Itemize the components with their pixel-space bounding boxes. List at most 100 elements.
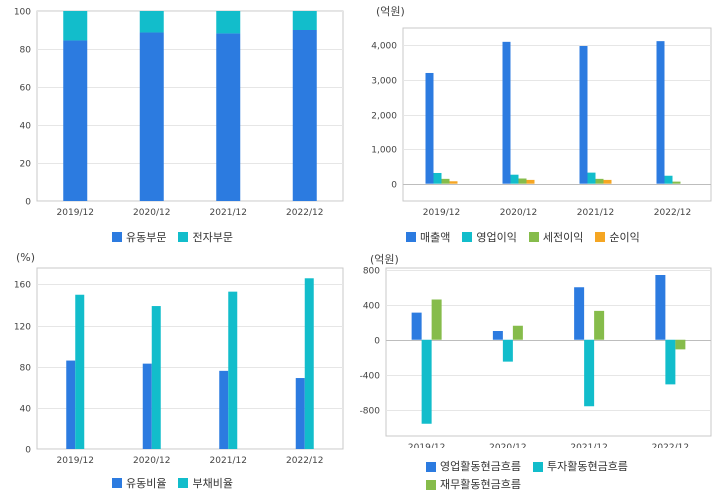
plot-area (402, 27, 712, 202)
bar (656, 41, 665, 184)
x-tick-label: 2021/12 (210, 208, 247, 218)
bar (574, 287, 585, 340)
legend-label: 부채비율 (192, 477, 233, 490)
legend-label: 영업활동현금흐름 (440, 460, 521, 473)
chart-4-svg: -800 -400 0 400 800 2019/12 2020/12 2021/12 2022… (360, 267, 712, 453)
legend-label: 세전이익 (542, 231, 584, 244)
bar (216, 11, 241, 34)
y-tick-label: 120 (14, 323, 31, 333)
chart-1-svg: 0 20 40 60 80 100 2019/12 2020/12 2021/12 2022/12 (14, 8, 344, 218)
x-tick-label: 2022/12 (654, 208, 691, 218)
bar (675, 339, 686, 350)
legend-item: 전자부문 (178, 229, 233, 245)
bar (449, 181, 458, 184)
bar (425, 72, 434, 184)
chart-panel-2: (억원) 0 1,000 2,000 3,000 4,000 2019/12 2020/12… (360, 0, 720, 250)
y-tick-label: 100 (14, 8, 31, 18)
bar (228, 291, 238, 449)
x-tick-label: 2019/12 (423, 208, 460, 218)
bar (433, 172, 442, 184)
chart-2-unit: (억원) (376, 5, 405, 18)
chart-4-unit: (억원) (370, 253, 399, 266)
legend-label: 매출액 (420, 231, 451, 244)
x-tick-label: 2022/12 (286, 208, 323, 218)
bar (655, 275, 666, 340)
bar (411, 312, 422, 340)
y-tick-label: 40 (20, 122, 32, 132)
bar (421, 339, 432, 424)
y-tick-label: 2,000 (371, 112, 397, 122)
bar (216, 33, 241, 201)
legend-item: 투자활동현금흐름 (532, 459, 628, 475)
bar (292, 11, 317, 30)
x-tick-label: 2020/12 (500, 208, 537, 218)
bar (219, 370, 229, 449)
chart-1-legend: 유동부문 전자부문 (112, 229, 245, 245)
bar (139, 11, 164, 33)
bar (139, 32, 164, 201)
legend-item: 유동부문 (112, 229, 166, 245)
x-tick-label: 2019/12 (57, 456, 94, 466)
legend-item: 세전이익 (528, 229, 584, 245)
y-tick-label: -400 (360, 372, 380, 382)
chart-panel-1: 0 20 40 60 80 100 2019/12 2020/12 2021/12 2022/12… (0, 0, 360, 250)
y-tick-label: 0 (391, 181, 397, 191)
chart-3-unit: (%) (16, 251, 36, 264)
y-tick-label: 80 (20, 46, 32, 56)
bar (672, 181, 681, 184)
legend-swatch (532, 462, 543, 472)
legend-item: 재무활동현금흐름 (426, 477, 521, 493)
x-tick-label: 2021/12 (577, 208, 614, 218)
bar (579, 45, 588, 184)
bar (295, 378, 305, 449)
legend-swatch (528, 232, 539, 242)
legend-label: 순이익 (609, 231, 640, 244)
bar (584, 339, 595, 407)
legend-label: 전자부문 (192, 231, 233, 244)
legend-swatch (112, 232, 122, 242)
bar (502, 339, 513, 362)
y-tick-label: -800 (360, 407, 380, 417)
chart-2-legend: 매출액 영업이익 세전이익 순이익 (406, 229, 652, 245)
legend-swatch (595, 232, 606, 242)
legend-item: 영업이익 (462, 229, 517, 245)
legend-item: 순이익 (595, 229, 640, 245)
y-tick-label: 3,000 (371, 77, 397, 87)
bar (510, 174, 519, 184)
bar (518, 178, 527, 184)
bar (151, 306, 161, 449)
bar (603, 179, 612, 184)
y-tick-label: 400 (363, 302, 380, 312)
bar (304, 278, 314, 449)
x-tick-label: 2020/12 (489, 443, 526, 448)
y-tick-label: 0 (25, 198, 31, 208)
bar (526, 179, 535, 184)
legend-label: 재무활동현금흐름 (440, 478, 521, 491)
bar (492, 331, 503, 340)
legend-swatch (406, 232, 416, 242)
bar (502, 41, 511, 184)
y-tick-label: 40 (20, 405, 32, 415)
bar (75, 294, 85, 449)
legend-swatch (178, 232, 189, 242)
bar (587, 172, 596, 184)
y-tick-label: 1,000 (371, 146, 397, 156)
legend-swatch (462, 232, 473, 242)
plot-area (36, 10, 344, 202)
x-tick-label: 2020/12 (133, 456, 170, 466)
bar (63, 40, 88, 202)
chart-panel-4: (억원) -800 -400 0 400 800 2019/12 2020/12 2021/1… (360, 248, 720, 496)
chart-panel-3: (%) 0 40 80 120 160 2019/12 2020/12 2021/12 2022… (0, 248, 360, 496)
x-tick-label: 2019/12 (408, 443, 445, 448)
y-tick-label: 160 (14, 281, 31, 291)
x-tick-label: 2022/12 (286, 456, 323, 466)
legend-item: 유동비율 (112, 475, 166, 491)
bar (142, 363, 152, 449)
legend-swatch (426, 480, 436, 490)
x-tick-label: 2019/12 (57, 208, 94, 218)
x-tick-label: 2021/12 (210, 456, 247, 466)
bar (665, 339, 676, 385)
y-tick-label: 80 (20, 364, 32, 374)
chart-3-svg: 0 40 80 120 160 2019/12 2020/12 2021/12 2022/12 (14, 267, 344, 466)
